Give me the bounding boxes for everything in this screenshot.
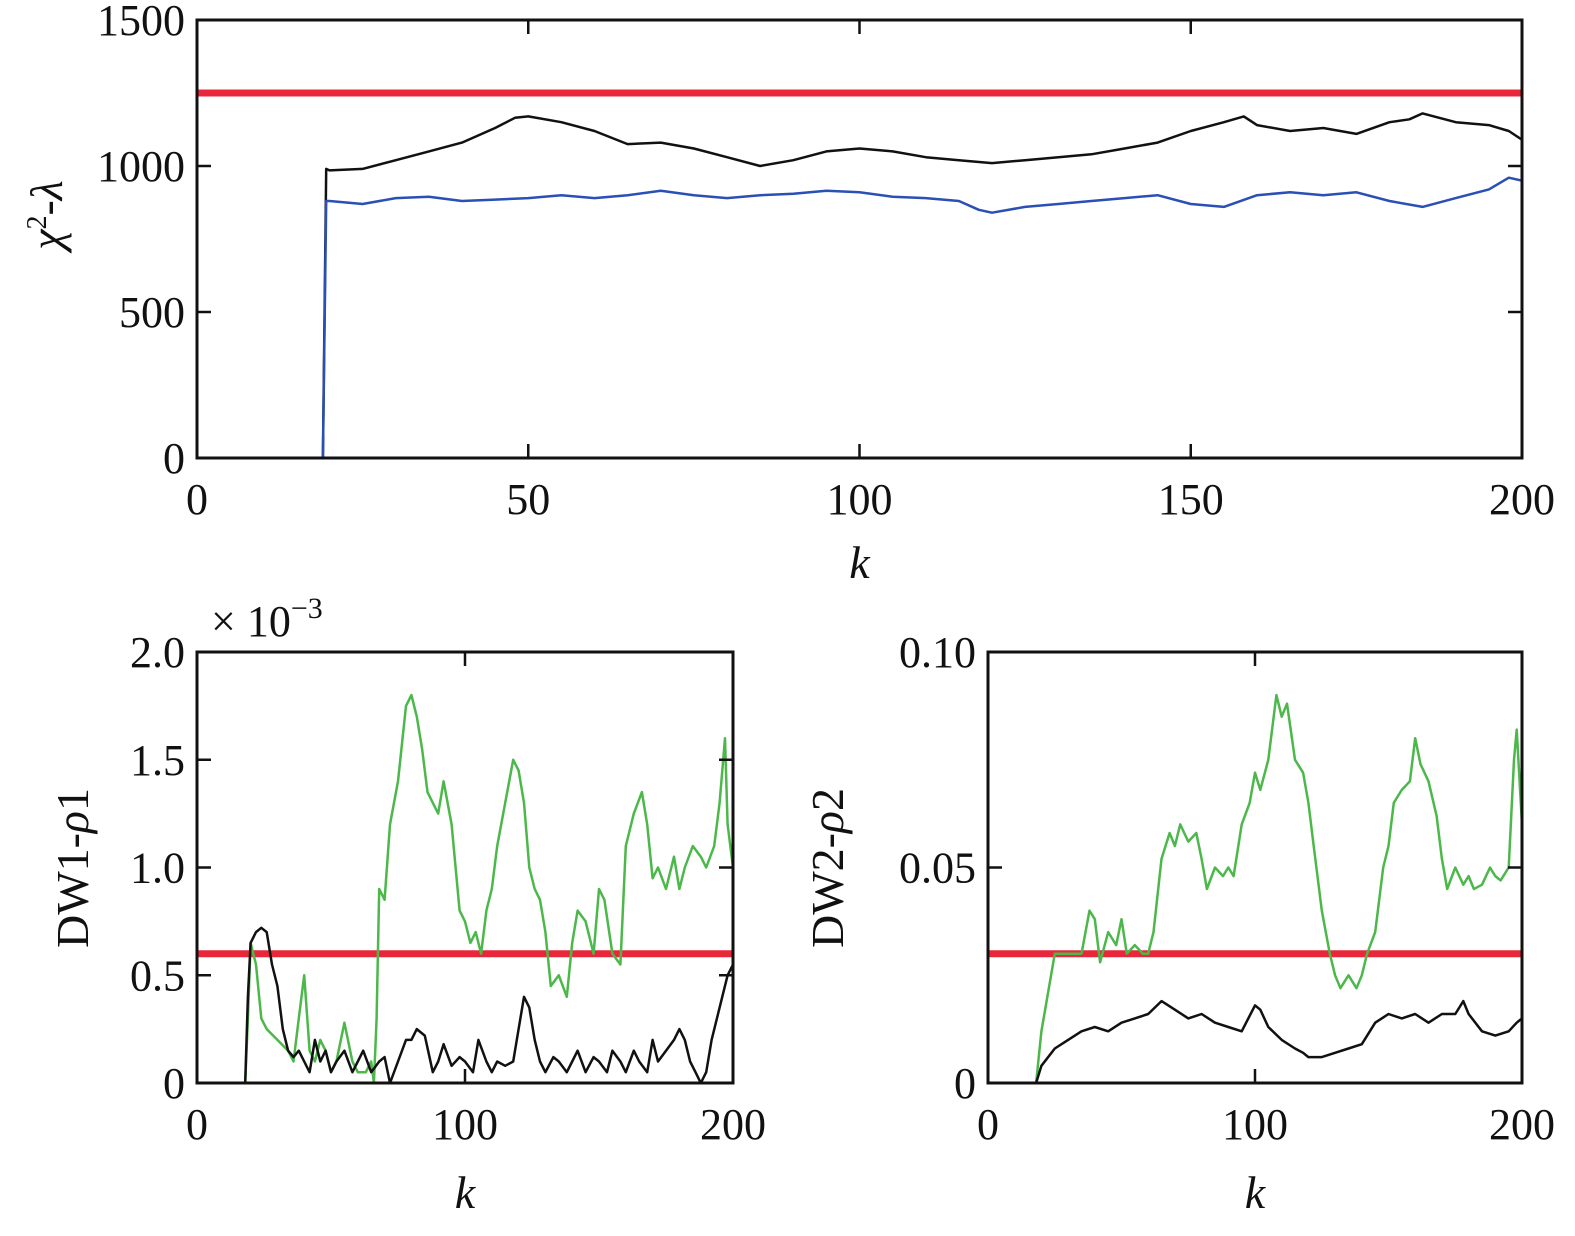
y-tick-label: 0.10 — [899, 628, 976, 677]
series-line-1 — [199, 693, 733, 1083]
y-tick-label: 1.0 — [130, 844, 185, 893]
y-tick-label: 0.5 — [130, 951, 185, 1000]
y-tick-label: 0 — [163, 1059, 185, 1108]
chi-square-panel: 0 50 100 150 200 0 500 1000 1500 k χ2-λ — [21, 0, 1555, 588]
y-tick-label: 1000 — [97, 142, 185, 191]
y-tick-label: 2.0 — [130, 628, 185, 677]
y-tick-label: 500 — [119, 288, 185, 337]
x-tick-label: 0 — [186, 1100, 208, 1149]
y-tick-label: 1.5 — [130, 736, 185, 785]
dw2-panel: 0 100 200 0 0.05 0.10 k DW2-ρ2 — [802, 628, 1555, 1218]
plot-frame — [986, 650, 1524, 1085]
series-group — [197, 89, 1522, 458]
x-axis-label: k — [455, 1167, 477, 1218]
y-axis-label: χ2-λ — [21, 180, 72, 254]
x-tick-label: 150 — [1158, 475, 1224, 524]
x-axis-label: k — [849, 537, 871, 588]
y-axis-label: DW1-ρ1 — [47, 788, 98, 948]
y-tick-label: 0.05 — [899, 844, 976, 893]
y-tick-label: 0 — [954, 1059, 976, 1108]
dw1-panel: 0 100 200 0 0.5 1.0 1.5 2.0 k DW1-ρ1 × 10−3 — [47, 592, 766, 1218]
x-tick-label: 200 — [700, 1100, 766, 1149]
x-tick-label: 200 — [1489, 1100, 1555, 1149]
series-group — [197, 693, 733, 1083]
x-tick-label: 0 — [186, 475, 208, 524]
y-tick-label: 1500 — [97, 0, 185, 45]
x-tick-label: 100 — [432, 1100, 498, 1149]
series-line-1 — [203, 112, 1522, 458]
series-line-1 — [990, 693, 1522, 1083]
axis-multiplier: × 10−3 — [211, 592, 323, 646]
series-line-2 — [203, 176, 1522, 458]
x-tick-label: 0 — [977, 1100, 999, 1149]
x-tick-label: 100 — [827, 475, 893, 524]
plot-frame — [195, 18, 1524, 460]
x-tick-label: 200 — [1489, 475, 1555, 524]
x-tick-label: 50 — [506, 475, 550, 524]
y-axis-label: DW2-ρ2 — [802, 788, 853, 948]
x-tick-label: 100 — [1222, 1100, 1288, 1149]
series-line-2 — [990, 999, 1522, 1083]
series-line-2 — [199, 926, 733, 1083]
series-group — [988, 693, 1522, 1083]
x-axis-label: k — [1245, 1167, 1267, 1218]
y-tick-label: 0 — [163, 434, 185, 483]
